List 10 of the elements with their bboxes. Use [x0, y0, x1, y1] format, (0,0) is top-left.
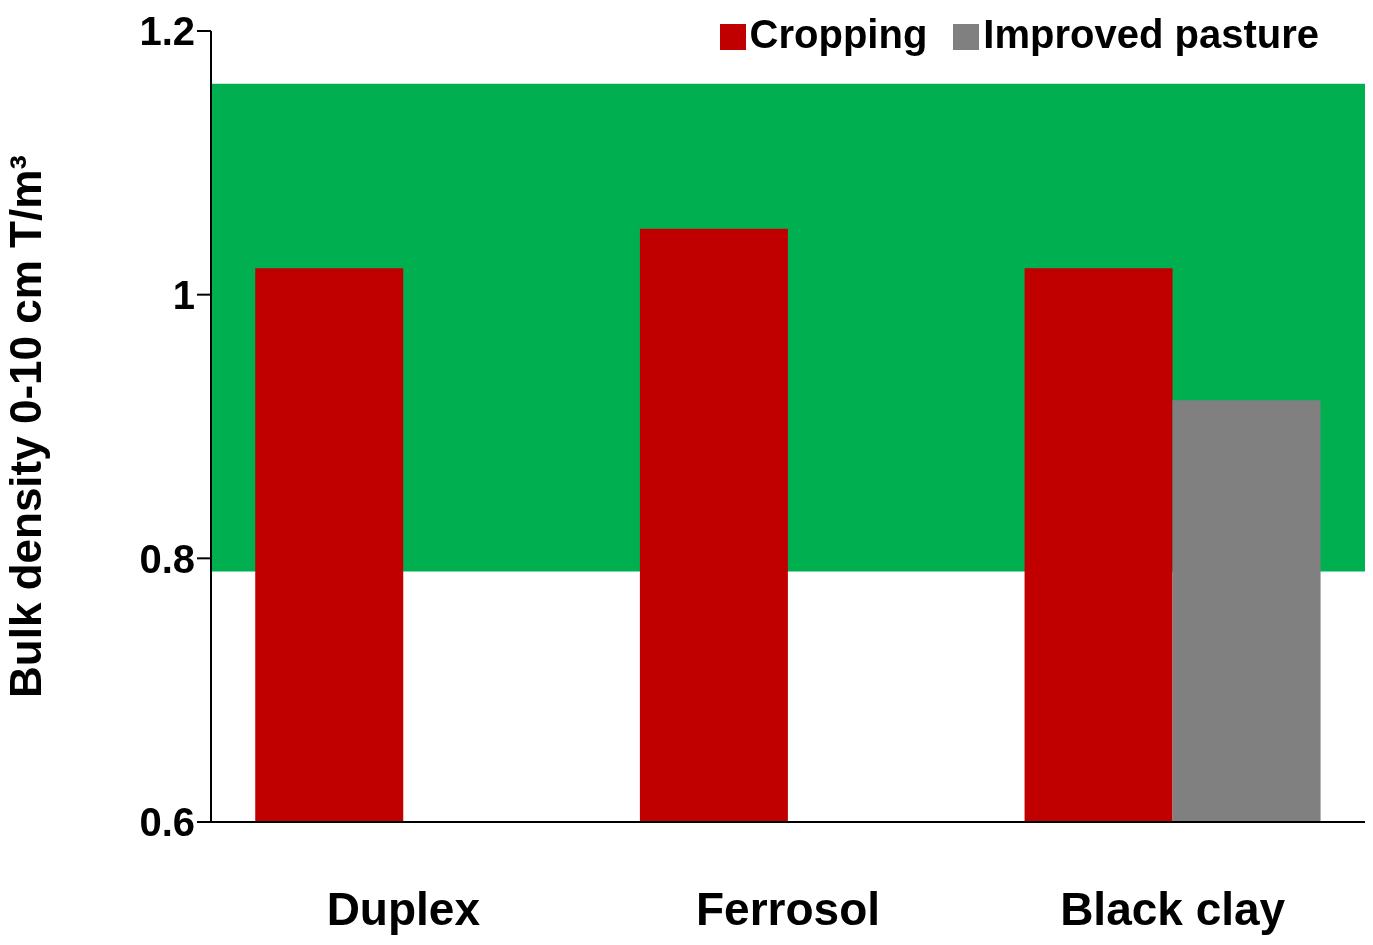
y-tick-label: 0.6 [139, 800, 195, 845]
x-tick-label: Duplex [326, 882, 481, 935]
x-tick-label: Ferrosol [695, 882, 881, 935]
y-tick-label: 1.2 [139, 9, 195, 54]
y-tick-label: 0.8 [139, 536, 195, 581]
y-tick-label: 1 [172, 272, 195, 317]
y-axis-title: Bulk density 0-10 cm T/m³ [0, 155, 50, 698]
x-tick-label: Black clay [1060, 882, 1286, 935]
legend-label: Improved pasture [983, 12, 1319, 56]
legend-label: Cropping [749, 12, 928, 56]
